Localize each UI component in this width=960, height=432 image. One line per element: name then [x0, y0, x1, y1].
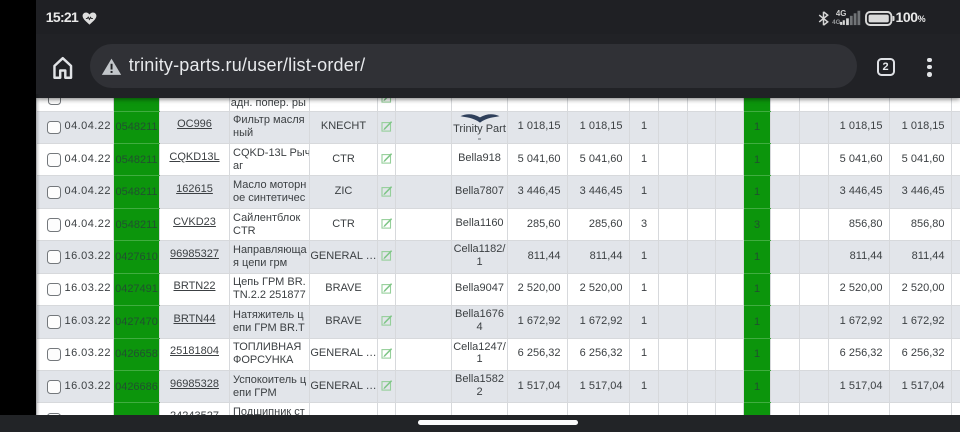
svg-text:4G: 4G [835, 9, 846, 18]
svg-text:4G: 4G [832, 19, 841, 26]
